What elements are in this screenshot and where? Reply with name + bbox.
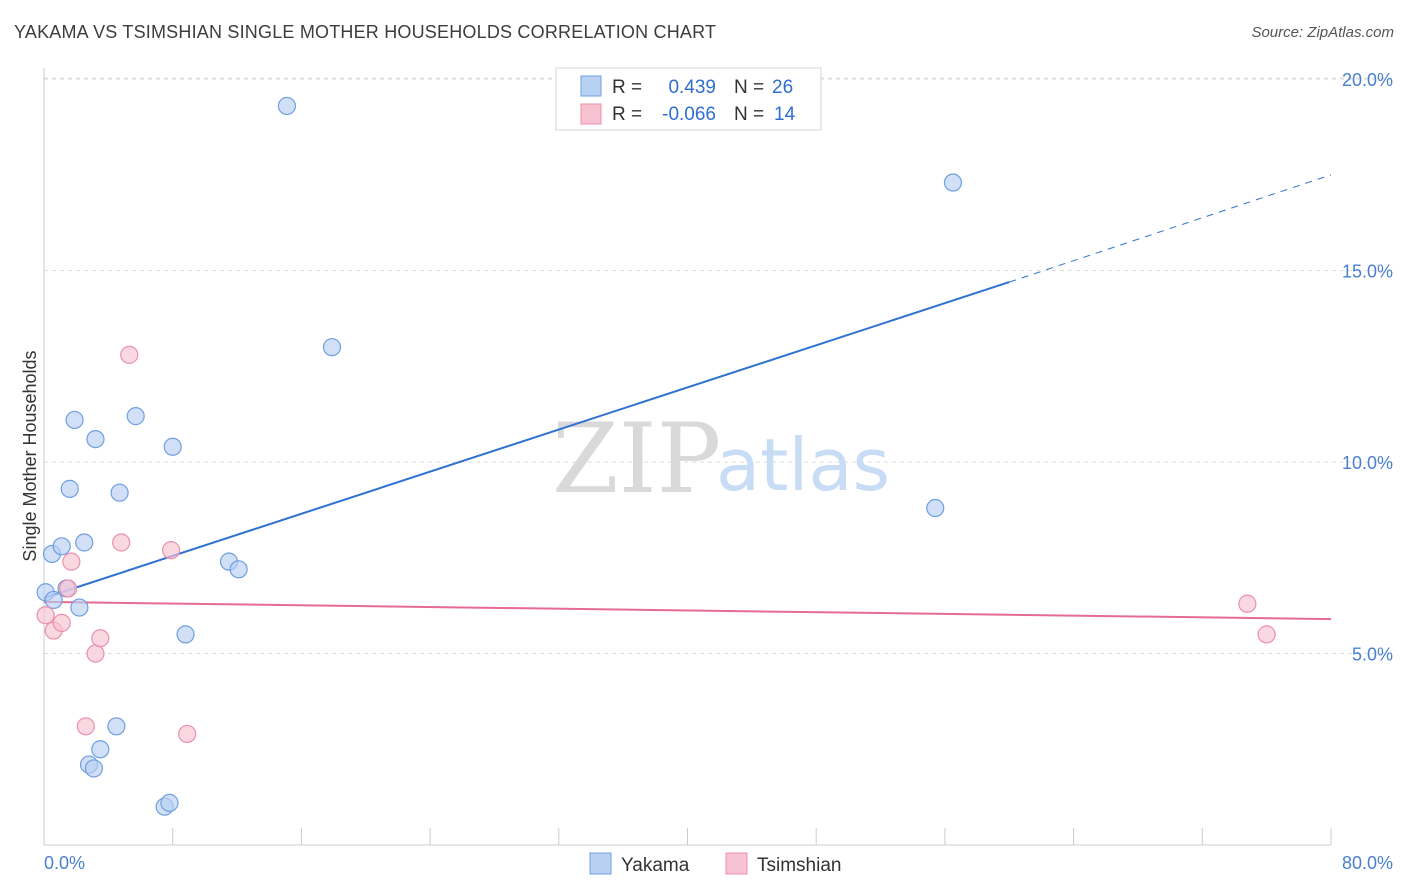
point-yakama	[75, 533, 94, 552]
watermark: ZIP atlas	[552, 403, 890, 515]
point-yakama	[926, 498, 945, 518]
point-tsimshian	[86, 644, 105, 663]
legend-swatch-yakama	[580, 75, 602, 97]
point-yakama	[65, 410, 84, 430]
bottom-legend-label-yakama: Yakama	[621, 855, 690, 876]
point-yakama	[229, 560, 248, 579]
bottom-legend-swatch-yakama	[589, 852, 612, 875]
trend-line-tsimshian	[43, 600, 1332, 621]
point-yakama	[176, 625, 195, 644]
point-yakama	[52, 537, 71, 556]
trend-lines	[43, 174, 1332, 621]
point-yakama	[110, 483, 129, 502]
point-tsimshian	[76, 717, 95, 736]
legend-n-value-tsimshian: 14	[774, 104, 796, 125]
bottom-legend-swatch-tsimshian	[725, 852, 748, 875]
chart-source: Source: ZipAtlas.com	[1251, 24, 1394, 41]
legend-r-value-yakama: 0.439	[668, 77, 716, 98]
legend-n-value-yakama: 26	[772, 77, 793, 98]
legend-r-label-yakama: R =	[612, 77, 642, 98]
point-yakama	[60, 479, 79, 498]
point-tsimshian	[1257, 625, 1276, 644]
y-tick-label: 10.0%	[1342, 453, 1393, 473]
bottom-legend: Yakama Tsimshian	[589, 852, 841, 876]
trend-line-yakama-extension	[1009, 174, 1332, 283]
point-yakama	[163, 437, 182, 456]
point-yakama	[84, 759, 103, 778]
point-tsimshian	[120, 345, 139, 364]
point-tsimshian	[1238, 594, 1257, 613]
point-tsimshian	[36, 606, 55, 625]
point-yakama	[126, 407, 145, 426]
point-tsimshian	[62, 552, 81, 571]
point-tsimshian	[178, 724, 197, 744]
point-tsimshian	[161, 541, 181, 560]
point-yakama	[91, 740, 110, 759]
data-points	[36, 96, 1276, 816]
bottom-legend-label-tsimshian: Tsimshian	[757, 855, 841, 876]
chart-title: YAKAMA VS TSIMSHIAN SINGLE MOTHER HOUSEH…	[14, 22, 717, 42]
trend-line-yakama	[43, 281, 1010, 599]
point-yakama	[86, 429, 105, 449]
y-tick-label: 20.0%	[1342, 70, 1393, 90]
point-yakama	[107, 717, 126, 736]
y-axis-label: Single Mother Households	[20, 350, 40, 561]
point-tsimshian	[52, 613, 71, 633]
legend-n-label-yakama: N =	[734, 77, 764, 98]
legend-swatch-tsimshian	[580, 103, 602, 125]
y-tick-labels: 5.0% 10.0% 15.0% 20.0%	[1342, 70, 1393, 664]
point-yakama	[943, 173, 963, 192]
point-yakama	[322, 338, 342, 357]
y-tick-label: 15.0%	[1342, 262, 1393, 282]
watermark-atlas: atlas	[716, 423, 890, 507]
x-ticks	[43, 828, 1332, 845]
point-yakama	[44, 590, 63, 610]
legend-r-value-tsimshian: -0.066	[662, 104, 716, 125]
watermark-zip: ZIP	[552, 403, 721, 515]
point-yakama	[70, 598, 89, 617]
x-tick-label-max: 80.0%	[1342, 853, 1393, 873]
legend-n-label-tsimshian: N =	[734, 104, 764, 125]
legend: R = 0.439 N = 26 R = -0.066 N = 14	[555, 67, 822, 131]
legend-r-label-tsimshian: R =	[612, 104, 642, 125]
y-tick-label: 5.0%	[1352, 645, 1393, 665]
x-tick-label-min: 0.0%	[44, 853, 85, 873]
point-tsimshian	[91, 629, 110, 648]
point-tsimshian	[59, 579, 78, 598]
point-tsimshian	[112, 533, 131, 552]
x-tick-labels: 0.0% 80.0%	[44, 853, 1393, 873]
point-yakama	[277, 96, 297, 116]
point-yakama	[160, 793, 179, 812]
